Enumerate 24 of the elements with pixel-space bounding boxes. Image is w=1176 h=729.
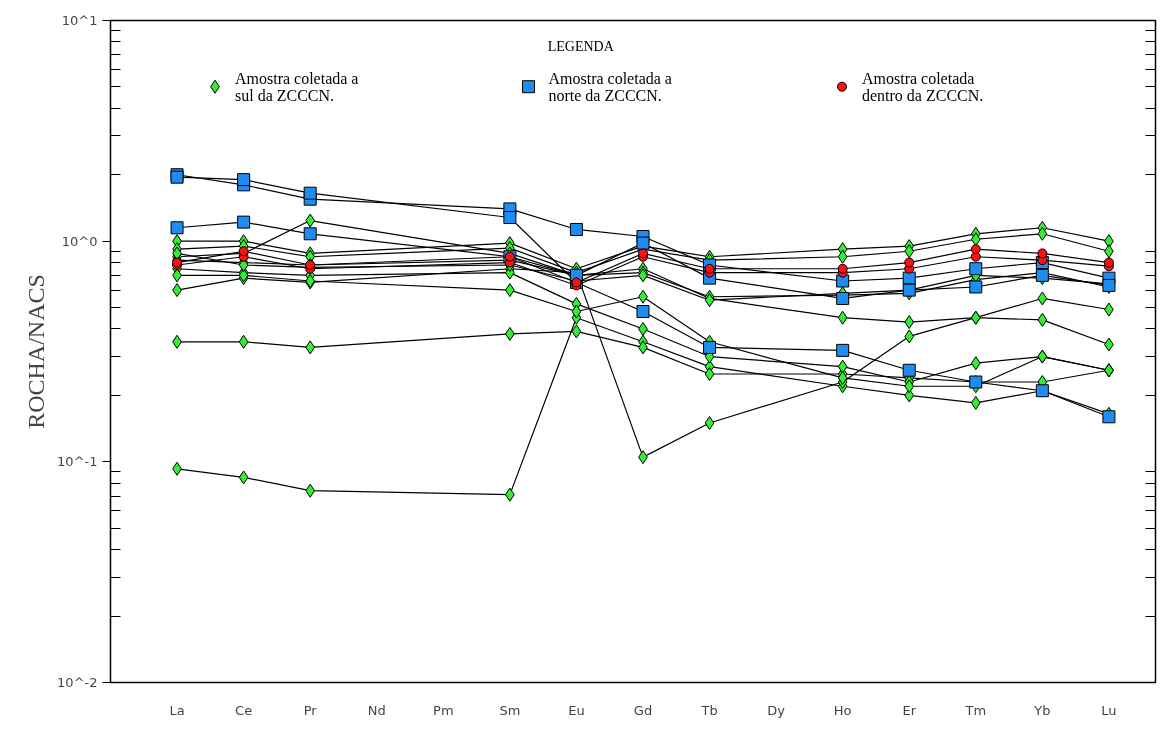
x-tick-label: Ho [833,702,852,718]
x-tick-label: Dy [767,702,786,718]
legend-title: LEGENDA [547,39,615,55]
legend-label: Amostra coletada a norte da ZCCCN. [548,69,672,104]
x-tick-label: Gd [633,702,653,718]
x-tick-label: Er [902,702,917,718]
x-tick-label: Sm [499,702,521,718]
x-tick-label: Pm [433,702,454,718]
x-tick-label: La [169,702,185,718]
legend-label: Amostra coletada dentro da ZCCCN. [861,69,984,104]
y-tick-label: 10^1 [61,13,98,28]
x-tick-label: Nd [367,702,386,718]
legend-label: Amostra coletada a sul da ZCCCN. [234,69,359,104]
y-tick-label: 10^0 [61,233,98,249]
y-tick-label: 10^-1 [57,454,98,470]
y-axis-title: ROCHA/NACS [23,274,50,429]
x-tick-label: Ce [235,702,253,718]
x-tick-label: Lu [1101,702,1117,718]
x-tick-label: Pr [303,702,318,718]
x-tick-label: Tb [700,702,718,718]
y-tick-label: 10^-2 [57,675,98,690]
x-tick-label: Tm [964,702,987,718]
x-tick-label: Eu [568,702,585,718]
x-tick-label: Yb [1033,702,1051,718]
